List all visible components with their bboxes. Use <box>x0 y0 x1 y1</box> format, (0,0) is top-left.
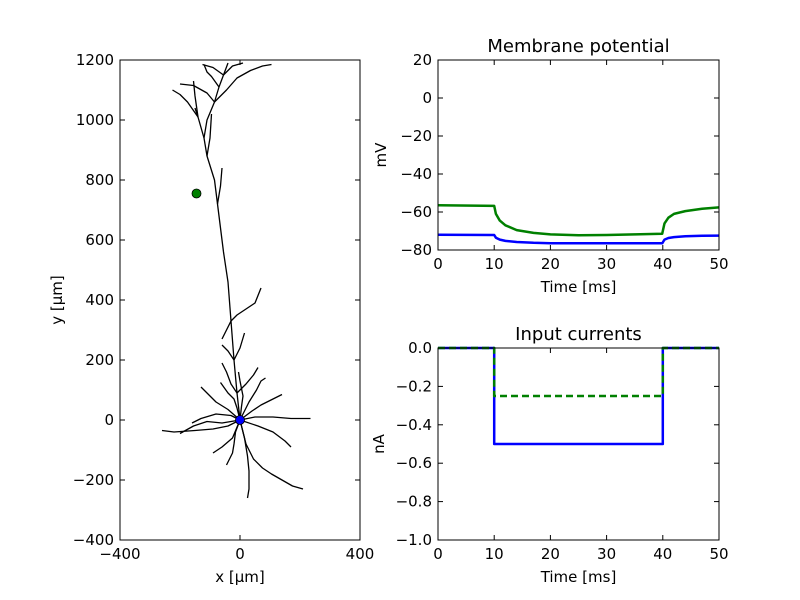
y-tick-label: 400 <box>85 291 114 309</box>
x-tick-label: 20 <box>541 255 560 273</box>
x-tick-label: 40 <box>653 545 672 563</box>
y-tick-label: −400 <box>73 531 114 549</box>
dendrite-branch <box>219 382 241 421</box>
axes-frame <box>437 59 720 251</box>
y-tick-label: −60 <box>400 203 432 221</box>
series-group <box>438 346 719 446</box>
x-tick-label: 30 <box>597 255 616 273</box>
series-group <box>438 204 719 245</box>
y-tick-label: 20 <box>413 51 432 69</box>
dendrite-branch <box>202 63 224 76</box>
dendrite-branch <box>179 83 215 103</box>
x-tick-label: 0 <box>433 255 443 273</box>
x-tick-label: 0 <box>433 545 443 563</box>
x-tick-label: 10 <box>485 255 504 273</box>
dendrite-branch <box>203 64 220 88</box>
axes-frame <box>119 59 361 541</box>
dendrite-branch <box>239 419 250 499</box>
input-currents-panel: 0 10 20 30 40 50 −1.0 −0.8 −0.6 −0.4 −0.2 0.0 Time [… <box>370 324 729 586</box>
y-tick-label: 0 <box>422 89 432 107</box>
series-line <box>438 346 719 398</box>
y-tick-label: −40 <box>400 165 432 183</box>
dendrite-branch <box>200 386 241 421</box>
dendrite-branch <box>230 287 262 322</box>
x-tick-label: 50 <box>709 545 728 563</box>
x-tick-label: −400 <box>99 545 140 563</box>
y-tick-label: −0.2 <box>396 377 432 395</box>
x-tick-label: 30 <box>597 545 616 563</box>
y-tick-label: −1.0 <box>396 531 432 549</box>
recording-marker <box>191 188 202 199</box>
y-tick-label: 1200 <box>76 51 114 69</box>
y-tick-label: 600 <box>85 231 114 249</box>
dendrite-branch <box>194 107 241 421</box>
series-line <box>438 233 719 245</box>
dendrite-branch <box>221 362 238 394</box>
axes-frame <box>437 347 720 541</box>
dendrite-branch <box>214 63 272 103</box>
x-axis-label: Time [ms] <box>540 278 617 296</box>
dendrite-branch <box>225 419 241 466</box>
dendrite-branch <box>179 419 241 435</box>
dendrite-branch <box>221 320 232 340</box>
dendrite-branch <box>239 416 311 421</box>
dendrite-branch <box>239 377 266 421</box>
dendrite-branch <box>212 419 241 454</box>
y-tick-label: 1000 <box>76 111 114 129</box>
y-axis-label: nA <box>370 433 388 454</box>
x-tick-label: 10 <box>485 545 504 563</box>
morphology-panel: −400 0 400 −400 −200 0 200 400 600 800 1000 1200 x [… <box>48 51 374 586</box>
dendrite-branch <box>221 344 235 361</box>
y-axis-label: mV <box>372 142 390 168</box>
dendrite-branch <box>239 393 283 421</box>
y-tick-label: −0.6 <box>396 454 432 472</box>
y-tick-label: −0.4 <box>396 416 432 434</box>
dendrite-branch <box>161 419 241 433</box>
x-tick-label: 50 <box>709 255 728 273</box>
dendrite-branch <box>223 62 244 76</box>
panel-title: Input currents <box>515 324 642 345</box>
y-tick-label: 200 <box>85 351 114 369</box>
dendrite-branch <box>172 89 199 118</box>
y-tick-label: −0.8 <box>396 493 432 511</box>
dendrite-branch <box>237 371 244 421</box>
x-tick-label: 0 <box>235 545 245 563</box>
series-line <box>438 204 719 237</box>
y-tick-label: 800 <box>85 171 114 189</box>
x-axis-label: x [μm] <box>215 568 265 586</box>
x-tick-label: 400 <box>346 545 375 563</box>
x-tick-label: 40 <box>653 255 672 273</box>
y-tick-label: −200 <box>73 471 114 489</box>
x-axis-label: Time [ms] <box>540 568 617 586</box>
y-axis-label: y [μm] <box>48 275 66 325</box>
dendrite-branch <box>239 419 292 448</box>
dendrite-branch <box>191 413 241 424</box>
y-tick-label: −20 <box>400 127 432 145</box>
dendrite-branch <box>216 167 223 205</box>
y-tick-label: −80 <box>400 241 432 259</box>
panel-title: Membrane potential <box>487 36 669 57</box>
dendrite-branch <box>203 62 229 139</box>
x-tick-label: 20 <box>541 545 560 563</box>
dendrite-branch <box>233 332 246 361</box>
dendrite-group <box>161 62 311 499</box>
membrane-potential-panel: 0 10 20 30 40 50 −80 −60 −40 −20 0 20 Time [ms] mV Mem… <box>372 36 729 296</box>
recording-marker <box>235 415 245 425</box>
dendrite-branch <box>206 113 213 157</box>
y-tick-label: 0.0 <box>408 339 432 357</box>
y-tick-label: 0 <box>104 411 114 429</box>
